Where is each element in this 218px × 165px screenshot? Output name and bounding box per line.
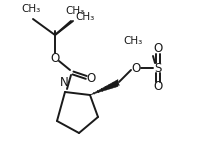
Text: O: O <box>50 51 60 65</box>
Text: CH₃: CH₃ <box>75 12 94 22</box>
Text: CH₃: CH₃ <box>124 36 143 46</box>
Text: O: O <box>131 62 141 75</box>
Text: N: N <box>60 76 68 89</box>
Text: CH₃: CH₃ <box>21 4 41 14</box>
Text: O: O <box>153 81 163 94</box>
Polygon shape <box>90 80 118 95</box>
Text: O: O <box>153 43 163 55</box>
Text: O: O <box>86 72 96 85</box>
Text: S: S <box>154 62 162 75</box>
Text: CH₃: CH₃ <box>65 6 85 16</box>
